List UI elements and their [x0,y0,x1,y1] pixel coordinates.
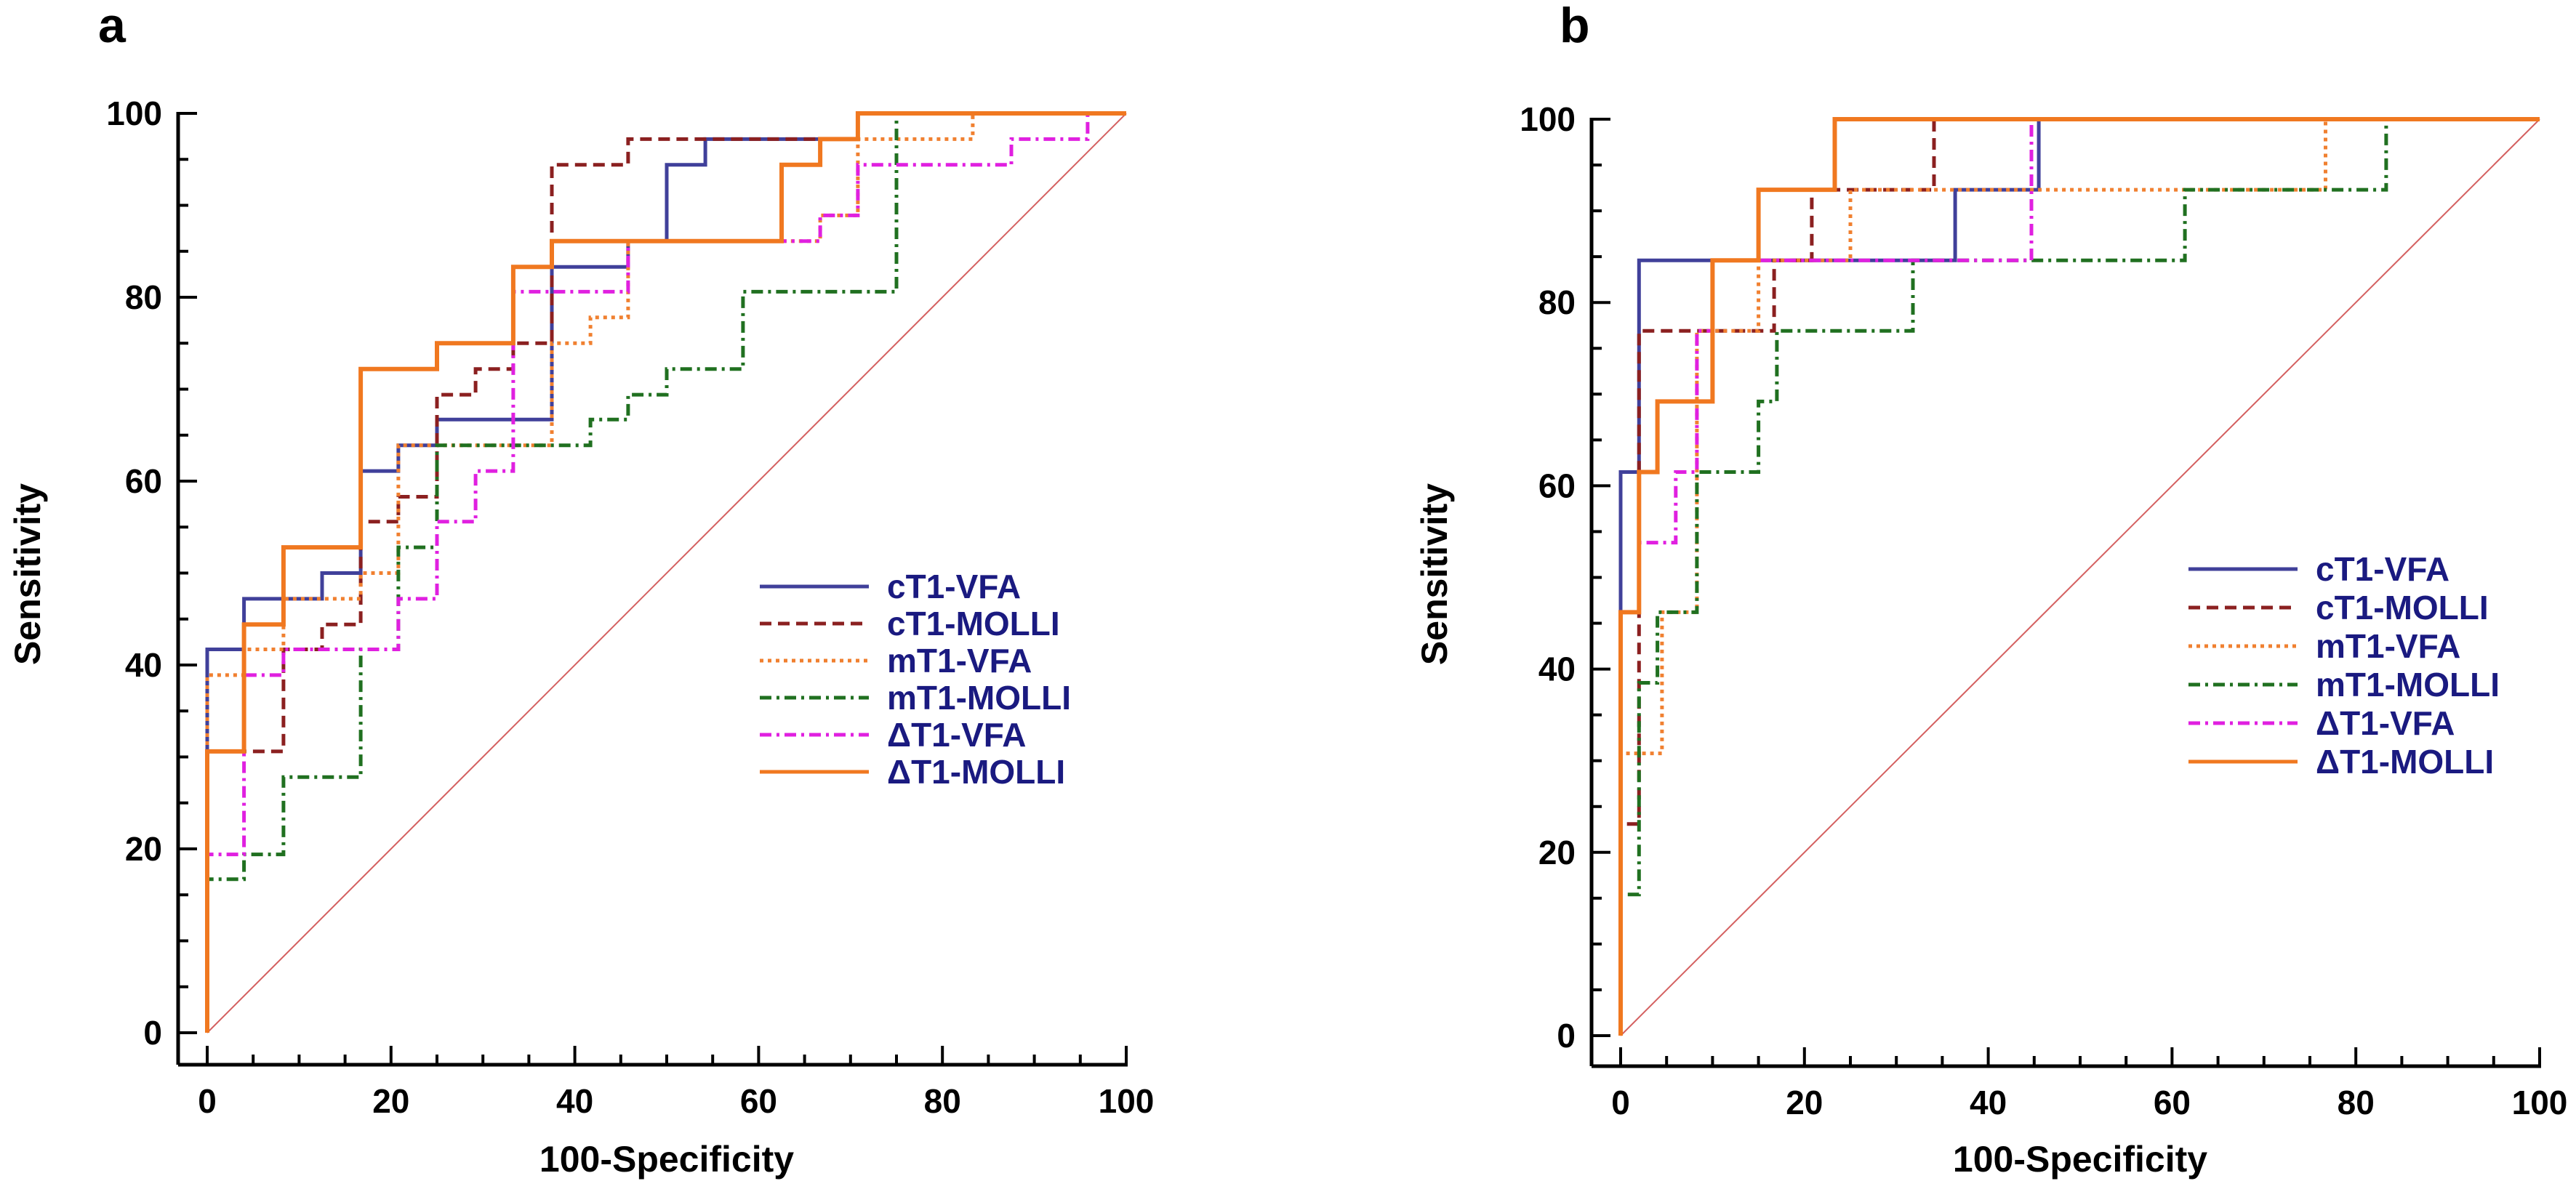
legend-label: ΔT1-MOLLI [2316,743,2494,781]
x-tick-label: 20 [372,1082,409,1120]
y-tick-label: 40 [1538,650,1576,688]
legend-label: mT1-VFA [2316,627,2460,665]
legend-label: ΔT1-VFA [887,716,1027,754]
y-tick-label: 0 [1557,1017,1576,1055]
x-axis-title: 100-Specificity [539,1139,794,1180]
y-tick-label: 80 [1538,283,1576,321]
roc-curve--t1-molli [1618,117,2540,1036]
legend: cT1-VFAcT1-MOLLImT1-VFAmT1-MOLLIΔT1-VFAΔ… [760,568,1071,791]
y-tick-label: 20 [1538,834,1576,871]
x-tick-label: 100 [2512,1084,2568,1121]
legend-label: mT1-MOLLI [887,679,1071,717]
x-tick-label: 80 [924,1082,961,1120]
y-tick-label: 20 [125,830,162,868]
x-tick-label: 40 [1970,1084,2007,1121]
x-tick-label: 80 [2338,1084,2375,1121]
y-tick-label: 60 [125,462,162,500]
legend-label: mT1-MOLLI [2316,666,2500,704]
roc-curve-mt1-molli [205,111,1126,1033]
x-tick-label: 0 [198,1082,217,1120]
legend-label: mT1-VFA [887,642,1032,680]
reference-diagonal-line [1620,118,2540,1036]
roc-curve--t1-vfa [205,113,1090,1033]
reference-diagonal-line [206,113,1127,1033]
legend-label: cT1-MOLLI [887,605,1060,642]
legend-label: cT1-VFA [887,568,1021,605]
x-tick-label: 0 [1611,1084,1630,1121]
legend-label: cT1-VFA [2316,550,2449,588]
roc-curve--t1-molli [205,111,1126,1033]
y-tick-label: 100 [106,94,162,132]
y-tick-label: 40 [125,646,162,684]
panel-a: a 0 20 40 60 80 100 0 20 40 60 80 100 Sensitivity 100-… [7,0,1154,1180]
roc-curve-mt1-vfa [1618,117,2540,1036]
y-axis-title: Sensitivity [1414,483,1455,665]
roc-curve-ct1-vfa [1618,117,2540,1036]
panel-b: b 0 20 40 60 80 100 0 20 40 60 80 100 Sensitivity 100-… [1414,0,2567,1180]
legend-label: cT1-MOLLI [2316,589,2489,626]
legend-label: ΔT1-VFA [2316,704,2455,742]
x-tick-label: 40 [556,1082,593,1120]
x-tick-label: 20 [1786,1084,1823,1121]
y-tick-label: 100 [1520,100,1576,138]
legend-label: ΔT1-MOLLI [887,753,1065,791]
x-tick-label: 100 [1099,1082,1155,1120]
y-tick-label: 60 [1538,467,1576,504]
panel-letter: b [1560,0,1590,53]
legend: cT1-VFAcT1-MOLLImT1-VFAmT1-MOLLIΔT1-VFAΔ… [2188,550,2500,781]
y-axis-title: Sensitivity [7,483,48,665]
x-tick-label: 60 [2154,1084,2191,1121]
y-tick-label: 0 [143,1014,162,1052]
roc-curve-mt1-molli [1618,117,2540,1036]
x-tick-label: 60 [740,1082,777,1120]
roc-curve-mt1-vfa [205,111,1126,1033]
panel-letter: a [98,0,127,53]
x-axis-title: 100-Specificity [1953,1139,2207,1180]
y-tick-label: 80 [125,278,162,316]
roc-curve-ct1-molli [205,111,1126,1033]
